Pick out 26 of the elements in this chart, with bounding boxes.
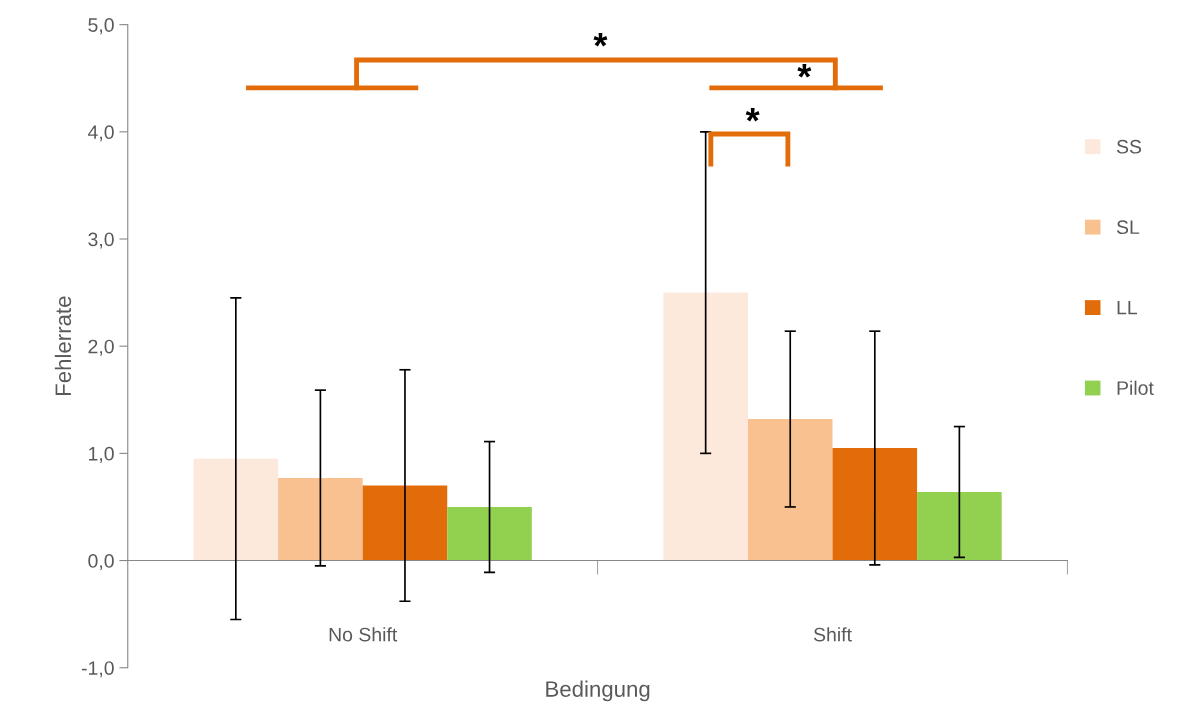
legend-label: SS	[1116, 139, 1142, 154]
bar	[278, 478, 363, 561]
legend-label: SL	[1116, 220, 1140, 235]
legend-label: Pilot	[1117, 380, 1154, 395]
y-axis-title: Fehlerrate	[54, 296, 72, 395]
y-tick-label: -1,0	[81, 661, 114, 678]
bar	[747, 419, 833, 561]
y-tick-label: 4,0	[87, 125, 114, 142]
x-tick-label: No Shift	[329, 627, 398, 642]
bar	[447, 506, 532, 561]
annotation: *	[745, 108, 760, 122]
annotation: *	[593, 33, 608, 47]
bar	[663, 292, 748, 561]
bar	[193, 458, 279, 561]
annotation: *	[797, 64, 812, 78]
y-tick-label: 2,0	[88, 339, 114, 356]
bar	[362, 485, 448, 561]
x-axis-title: Bedingung	[546, 680, 650, 702]
y-tick-label: 3,0	[88, 232, 114, 249]
y-tick-label: 0,0	[88, 554, 114, 571]
y-tick-label: 5,0	[88, 18, 114, 35]
x-tick-label: Shift	[813, 627, 852, 642]
legend-label: LL	[1117, 300, 1138, 315]
y-tick-label: 1,0	[89, 446, 114, 463]
bar	[832, 448, 918, 561]
bar	[917, 491, 1002, 561]
